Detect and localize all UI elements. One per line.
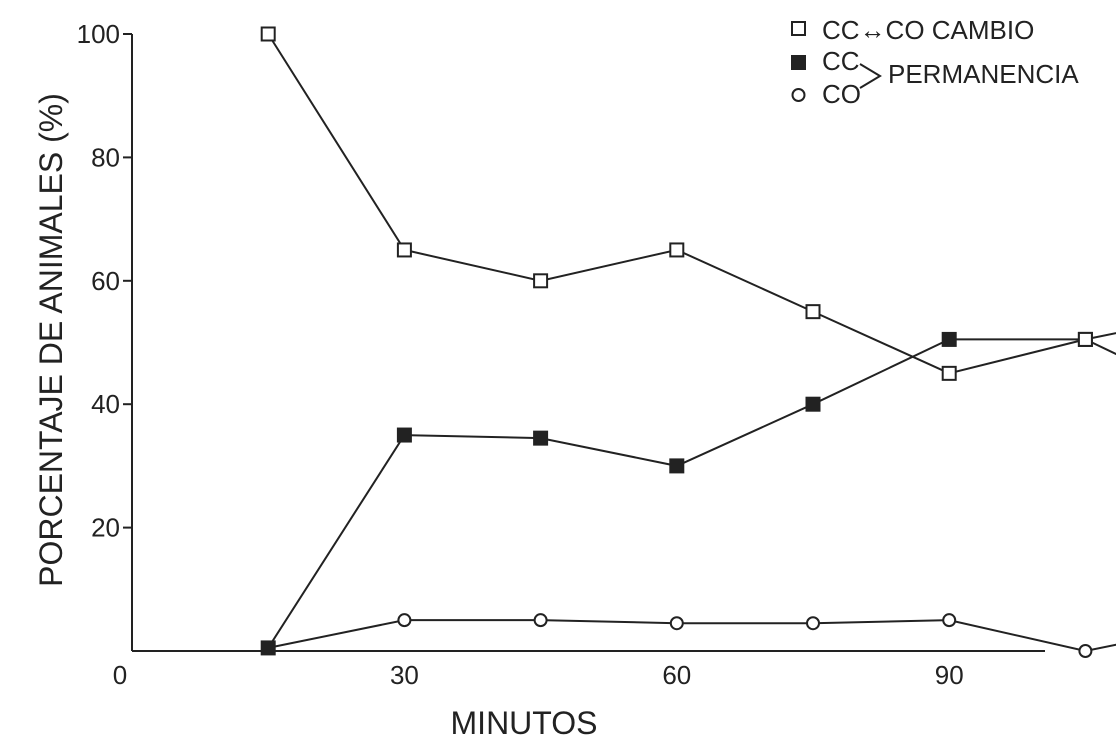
x-tick-label: 60: [662, 660, 691, 690]
x-axis-title: MINUTOS: [451, 705, 598, 741]
data-point-cc: [533, 430, 549, 446]
series-cambio: [260, 26, 1116, 381]
data-point-cc: [396, 427, 412, 443]
data-point-co: [942, 613, 957, 628]
x-tick-label: 30: [390, 660, 419, 690]
data-point-co: [669, 616, 684, 631]
ticks: 030609012015018020406080100: [77, 19, 964, 690]
x-tick-label: 0: [113, 660, 127, 690]
data-point-cambio: [260, 26, 276, 42]
data-point-co: [806, 616, 820, 631]
data-point-cc: [805, 396, 821, 412]
data-point-cambio: [805, 304, 821, 320]
legend-label-cc: CC: [822, 46, 860, 76]
legend-label-cambio: CC↔CO CAMBIO: [822, 15, 1034, 45]
data-point-cambio: [669, 242, 685, 258]
y-tick-label: 60: [91, 266, 120, 296]
axes: [131, 34, 1045, 652]
data-point-co: [1078, 644, 1093, 658]
series-line-co: [268, 619, 1116, 653]
legend-marker-cambio: [791, 21, 806, 36]
data-point-co: [397, 613, 412, 628]
legend-marker-co: [791, 88, 806, 102]
y-tick-label: 40: [91, 389, 120, 419]
legend-bracket: [859, 63, 882, 89]
series-cc: [260, 331, 1116, 656]
series-layer: [260, 26, 1116, 658]
series-line-cambio: [267, 33, 1116, 375]
y-tick-label: 80: [91, 142, 120, 172]
data-point-cambio: [533, 273, 549, 289]
y-tick-label: 100: [77, 19, 120, 49]
y-tick-label: 20: [91, 513, 120, 543]
series-co: [261, 613, 1116, 658]
series-line-cc: [267, 338, 1116, 649]
data-point-cambio: [1077, 331, 1093, 347]
legend-label-permanencia: PERMANENCIA: [888, 59, 1079, 89]
legend-label-co: CO: [822, 79, 861, 109]
data-point-cambio: [941, 365, 957, 381]
data-point-co: [533, 613, 548, 628]
x-tick-label: 90: [935, 660, 964, 690]
data-point-cc: [260, 640, 276, 656]
legend-marker-cc: [791, 55, 806, 70]
y-axis-title: PORCENTAJE DE ANIMALES (%): [33, 93, 69, 587]
data-point-cc: [669, 458, 685, 474]
data-point-cambio: [396, 242, 412, 258]
data-point-cc: [941, 331, 957, 347]
legend: CC↔CO CAMBIO CC CO PERMANENCIA: [791, 15, 1079, 109]
